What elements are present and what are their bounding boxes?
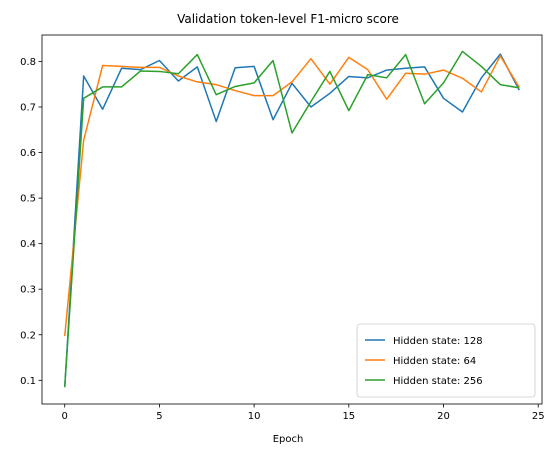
x-tick-label: 20 xyxy=(437,411,450,422)
series-line-3 xyxy=(63,50,520,388)
axes-frame xyxy=(41,34,543,405)
y-tick-label: 0.2 xyxy=(20,330,36,341)
x-tick-label: 5 xyxy=(156,411,162,422)
y-tick-label: 0.5 xyxy=(20,194,36,205)
x-tick-label: 15 xyxy=(342,411,355,422)
plot-area xyxy=(63,50,520,388)
x-axis-label: Epoch xyxy=(273,434,304,445)
x-tick-label: 25 xyxy=(532,411,545,422)
legend-label-1: Hidden state: 128 xyxy=(393,336,483,347)
y-tick-label: 0.1 xyxy=(20,376,36,387)
legend: Hidden state: 128 Hidden state: 64 Hidden … xyxy=(356,323,536,398)
x-tick-label: 10 xyxy=(248,411,261,422)
legend-label-2: Hidden state: 64 xyxy=(393,356,476,367)
y-tick-label: 0.8 xyxy=(20,57,36,68)
y-tick-label: 0.6 xyxy=(20,148,36,159)
legend-box xyxy=(356,323,536,398)
legend-label-3: Hidden state: 256 xyxy=(393,376,483,387)
y-tick-label: 0.7 xyxy=(20,102,36,113)
y-tick-label: 0.3 xyxy=(20,285,36,296)
y-tick-label: 0.4 xyxy=(20,239,36,250)
axis-ticks: 0 5 10 15 20 25 0.1 0.2 0.3 0.4 0.5 0.6 0.7 0.8 xyxy=(20,57,544,422)
series-line-2 xyxy=(63,55,520,337)
series-line-1 xyxy=(63,53,520,388)
chart-title: Validation token-level F1-micro score xyxy=(177,12,399,26)
x-tick-label: 0 xyxy=(62,411,68,422)
